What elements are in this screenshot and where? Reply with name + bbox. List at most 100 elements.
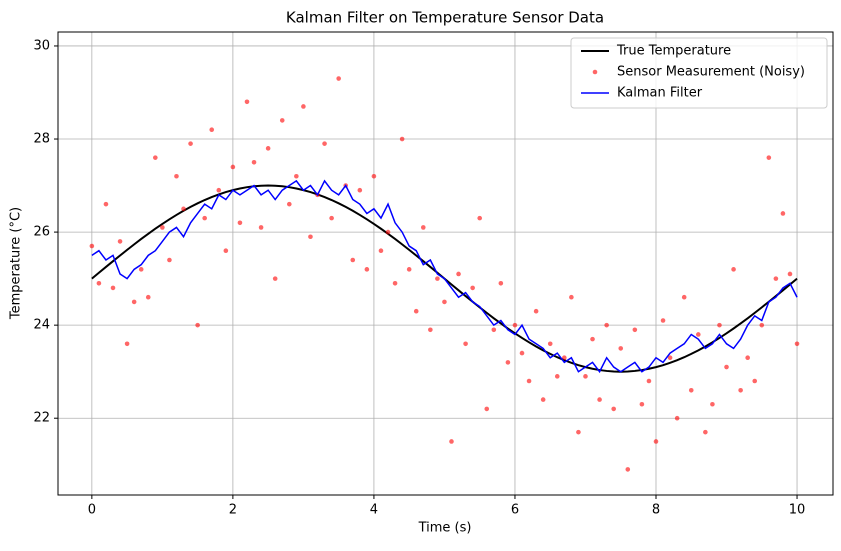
data-point [174,173,179,179]
data-point [96,280,102,286]
data-point [505,360,511,365]
y-tick-label: 30 [33,38,50,53]
data-point [618,346,624,351]
data-point [554,374,560,379]
data-point [308,234,313,240]
data-point [688,388,694,393]
data-point [244,99,250,105]
data-point [230,164,236,170]
data-point [272,276,278,281]
data-point [216,187,222,193]
data-point [406,267,412,272]
data-point [251,159,257,165]
data-point [653,439,659,444]
x-tick-label: 8 [652,503,660,518]
data-point [533,308,539,314]
data-point [491,327,497,333]
legend-marker [592,69,598,75]
data-point [547,341,553,347]
data-point [442,299,447,305]
data-point [329,215,334,221]
data-point [463,341,468,347]
data-point [477,215,483,221]
data-point [336,76,341,81]
y-tick-label: 26 [33,225,50,240]
y-tick-label: 22 [33,411,50,426]
data-point [131,299,137,305]
data-point [731,267,736,272]
data-point [195,322,200,328]
data-point [646,378,652,384]
data-point [322,141,327,146]
data-point [590,336,595,342]
data-point [773,276,779,281]
data-point [703,429,708,435]
data-point [745,355,750,361]
legend-label: True Temperature [616,44,731,59]
data-point [569,294,574,300]
data-point [378,248,384,254]
data-point [385,229,391,235]
data-point [519,350,525,356]
data-point [153,155,158,160]
y-axis-label: Temperature (°C) [9,207,24,320]
data-point [160,225,165,230]
data-point [576,429,581,435]
legend: True Temperature Sensor Measurement (Nois… [570,37,828,109]
data-point [258,225,264,230]
data-point [611,406,616,412]
x-tick-label: 0 [88,503,96,518]
data-point [294,173,299,179]
legend-label: Kalman Filter [617,86,703,101]
data-point [237,220,243,226]
data-point [301,104,306,109]
data-point [428,327,433,333]
data-point [202,215,207,221]
data-point [512,322,518,328]
data-point [632,327,638,333]
y-tick-label: 24 [33,318,50,333]
data-point [435,276,440,281]
data-point [364,267,370,272]
legend-box [570,37,828,109]
data-point [350,257,356,263]
x-tick-label: 10 [789,503,806,518]
data-point [103,201,109,207]
data-point [413,308,419,314]
data-point [484,406,490,412]
data-point [674,415,680,421]
data-point [660,318,666,323]
data-point [188,141,193,146]
data-point [392,280,398,286]
data-point [766,155,772,160]
data-point [724,364,729,370]
data-point [752,378,758,384]
data-point [794,341,800,347]
x-tick-label: 2 [229,503,237,518]
data-point [470,285,475,291]
x-tick-label: 6 [511,503,519,518]
data-point [759,322,765,328]
x-tick-label: 4 [370,503,378,518]
data-point [597,397,602,402]
legend-label: Sensor Measurement (Noisy) [617,65,805,80]
data-point [167,257,172,263]
data-point [279,118,285,123]
data-point [138,267,144,272]
data-point [681,294,687,300]
data-point [717,322,722,328]
plot-frame [57,31,834,496]
data-point [540,397,546,402]
y-tick-label: 28 [33,132,50,147]
data-point [667,355,673,361]
data-point [696,332,701,337]
data-point [604,322,609,328]
data-point [399,136,405,142]
series-line [91,179,798,374]
data-point [787,271,793,277]
data-point [223,248,229,254]
data-point [639,401,645,407]
data-point [526,378,532,384]
x-axis-label: Time (s) [418,521,472,536]
